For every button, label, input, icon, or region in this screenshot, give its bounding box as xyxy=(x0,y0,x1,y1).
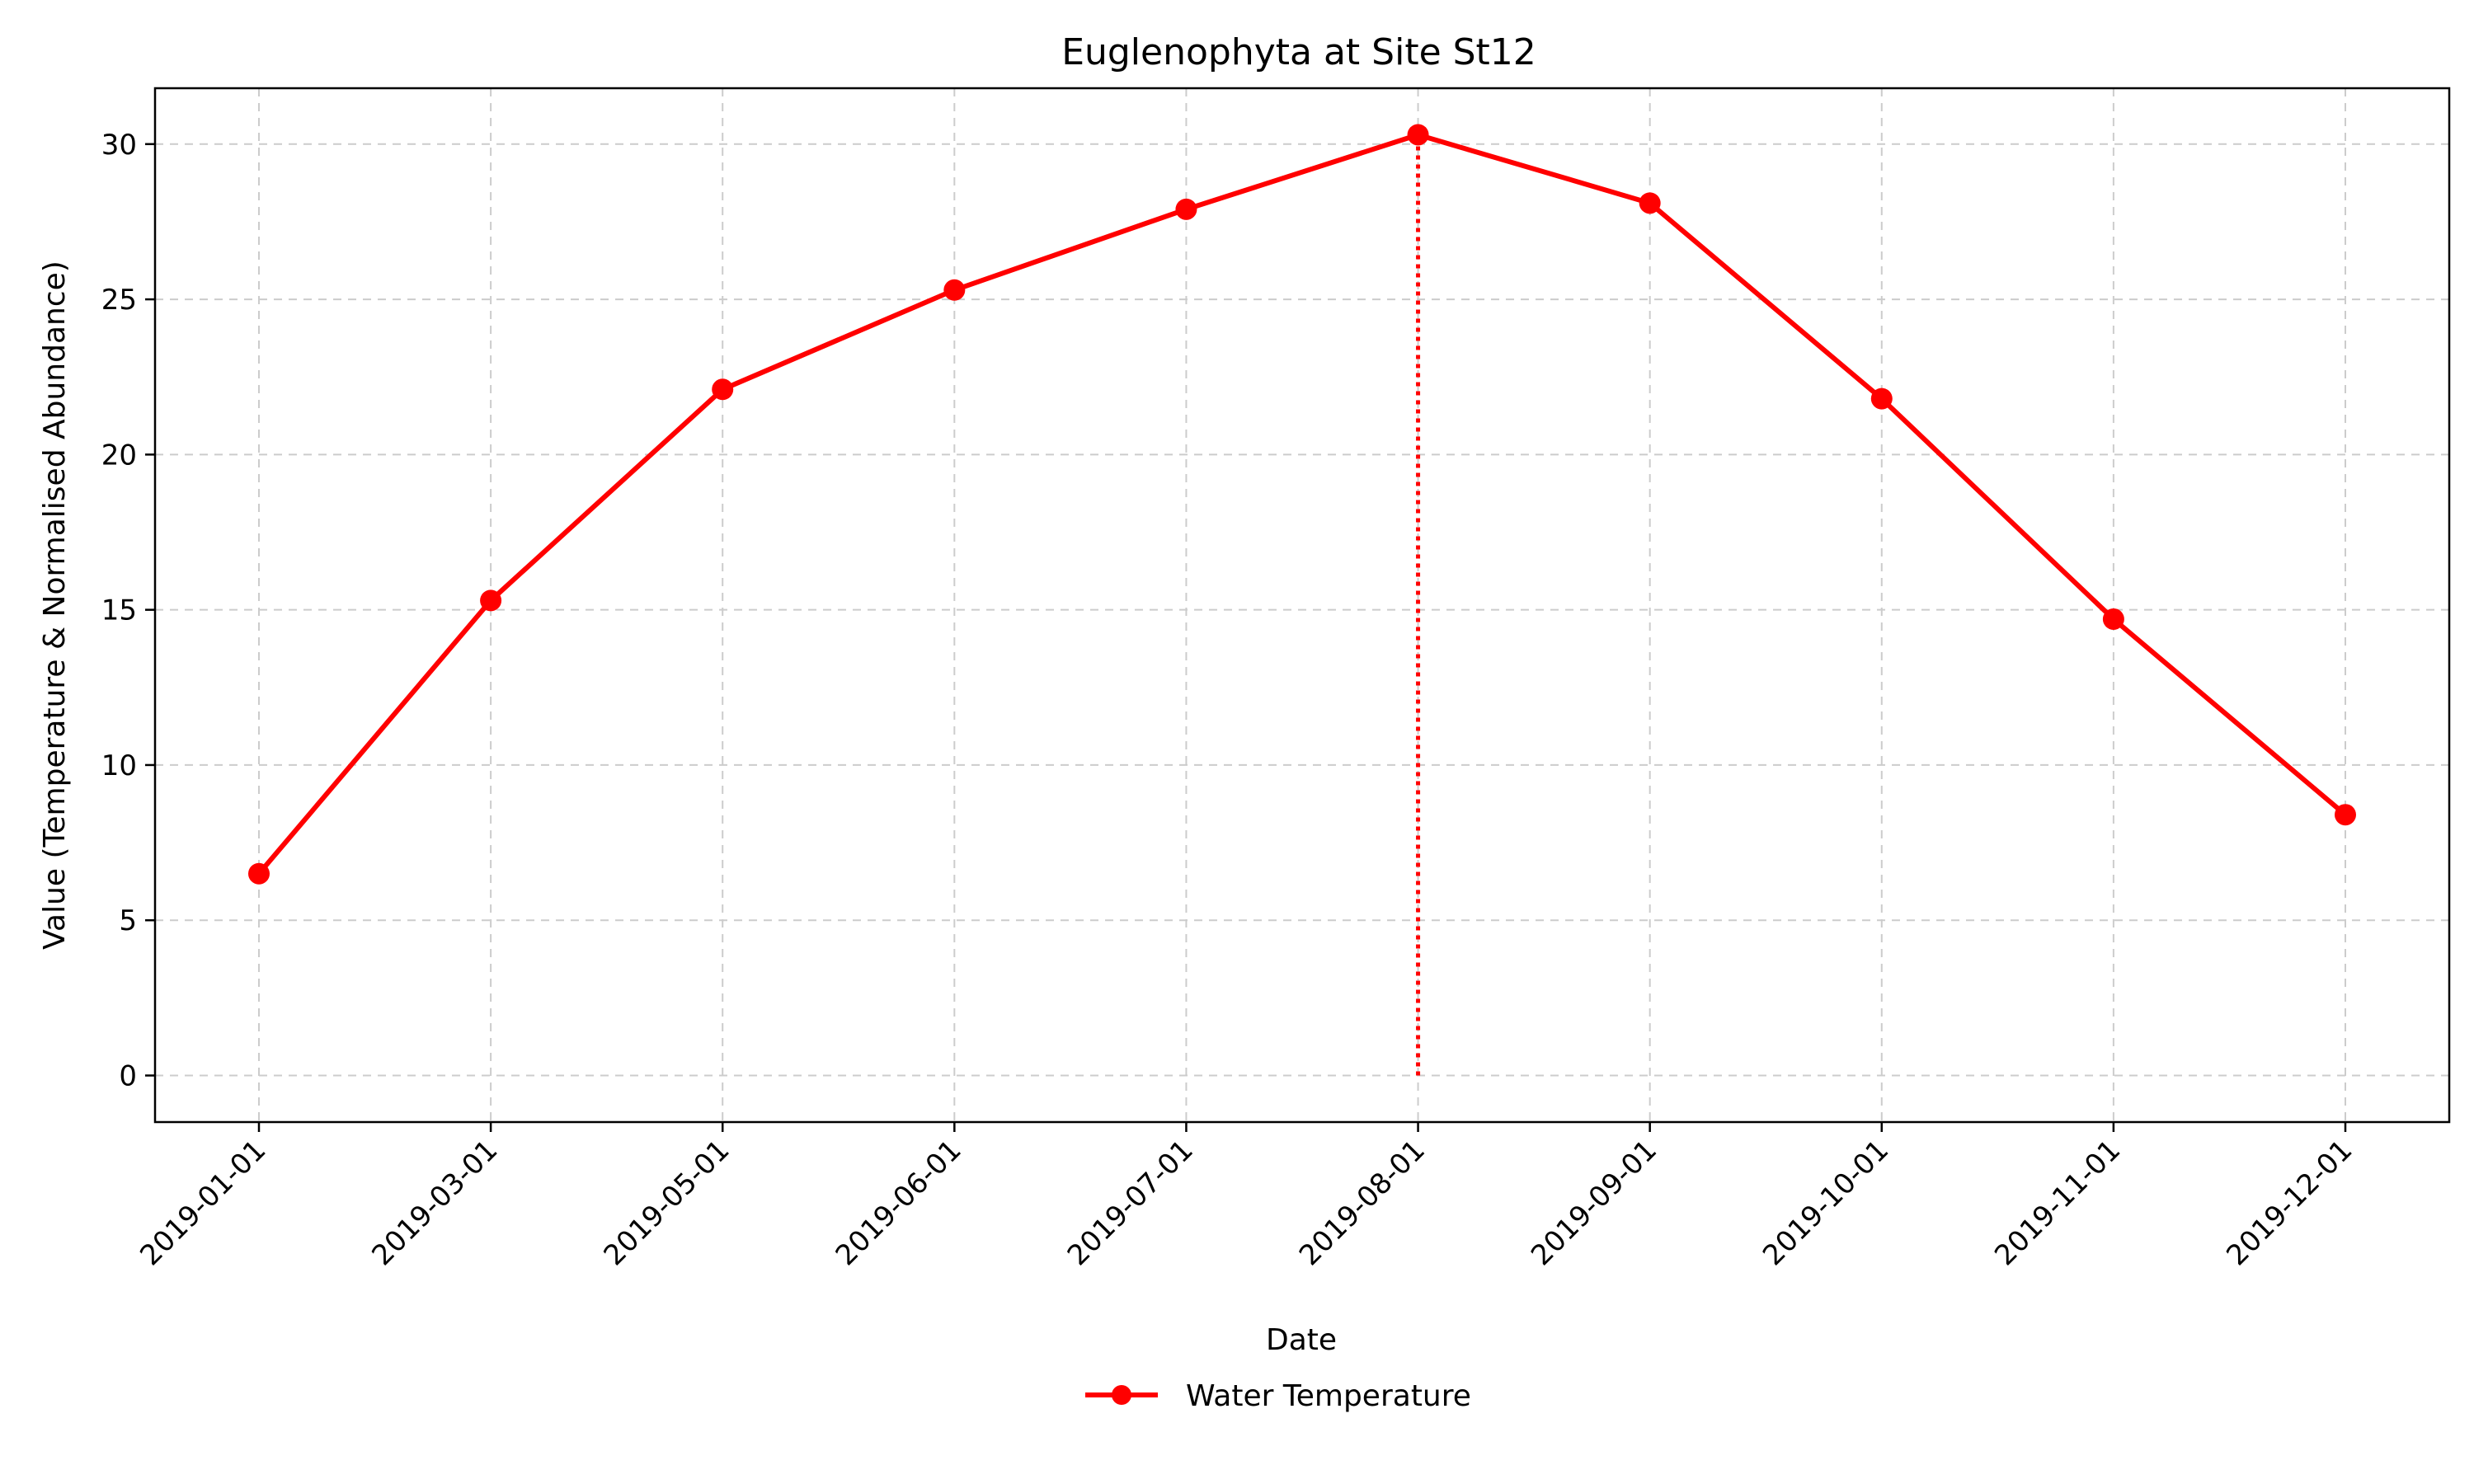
data-point xyxy=(943,279,966,301)
data-point xyxy=(2102,608,2124,630)
x-tick-label: 2019-09-01 xyxy=(1525,1134,1663,1272)
data-point xyxy=(248,862,270,885)
x-tick-label: 2019-01-01 xyxy=(134,1134,272,1272)
y-tick-label: 25 xyxy=(101,284,137,317)
x-axis-label: Date xyxy=(1266,1323,1337,1357)
data-point xyxy=(1175,198,1197,220)
x-tick-label: 2019-05-01 xyxy=(598,1134,736,1272)
data-point xyxy=(1870,387,1893,410)
data-point xyxy=(480,589,502,612)
series-line-water-temperature xyxy=(256,132,2347,876)
data-point xyxy=(2335,804,2356,826)
x-tick-label: 2019-11-01 xyxy=(1988,1134,2127,1272)
series-layer xyxy=(248,124,2356,885)
data-point xyxy=(1639,192,1661,214)
y-tick-label: 10 xyxy=(101,749,137,782)
x-tick-label: 2019-12-01 xyxy=(2220,1134,2359,1272)
x-tick-label: 2019-03-01 xyxy=(365,1134,504,1272)
data-point xyxy=(1407,124,1429,146)
plot-area-frame xyxy=(153,87,2451,1124)
x-tick-label: 2019-08-01 xyxy=(1293,1134,1432,1272)
y-tick-label: 5 xyxy=(119,904,137,937)
legend-marker-water-temperature xyxy=(1112,1385,1131,1405)
y-axis-label: Value (Temperature & Normalised Abundanc… xyxy=(38,261,72,950)
legend-label-water-temperature: Water Temperature xyxy=(1186,1379,1471,1413)
y-axis-ticks: 0 5 10 15 20 25 30 xyxy=(101,129,155,1093)
y-tick-label: 20 xyxy=(101,439,137,472)
data-point xyxy=(712,378,734,401)
x-tick-label: 2019-07-01 xyxy=(1061,1134,1200,1272)
x-axis-ticks: 2019-01-01 2019-03-01 2019-05-01 2019-06-01… xyxy=(134,1122,2359,1272)
legend: Water Temperature xyxy=(1085,1379,1471,1413)
y-tick-label: 30 xyxy=(101,129,137,162)
chart-title: Euglenophyta at Site St12 xyxy=(1061,31,1536,73)
x-tick-label: 2019-10-01 xyxy=(1757,1134,1895,1272)
y-tick-label: 15 xyxy=(101,594,137,627)
x-tick-label: 2019-06-01 xyxy=(830,1134,968,1272)
grid xyxy=(155,88,2449,1122)
y-tick-label: 0 xyxy=(119,1060,137,1093)
